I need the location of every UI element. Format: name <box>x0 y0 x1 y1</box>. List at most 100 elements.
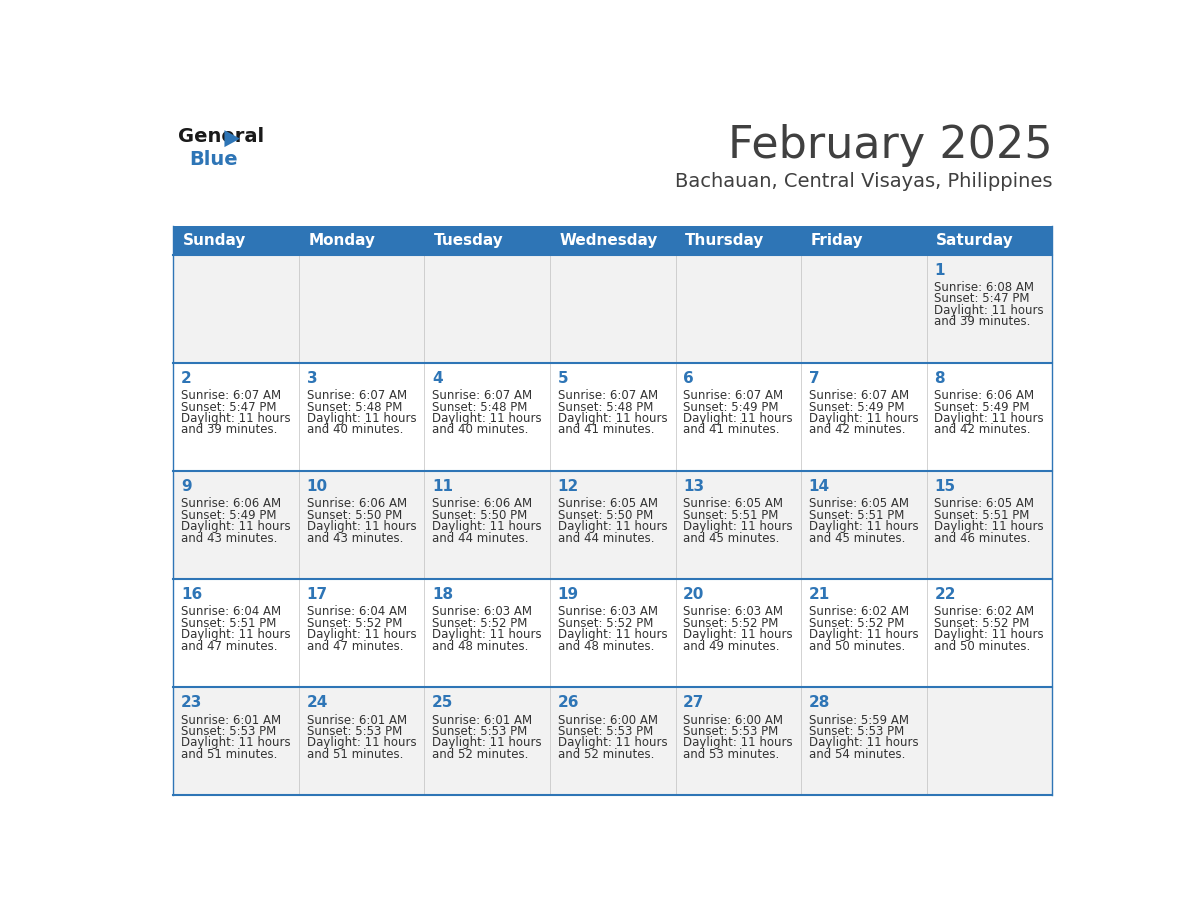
Text: Sunset: 5:48 PM: Sunset: 5:48 PM <box>432 400 527 414</box>
Text: Sunset: 5:50 PM: Sunset: 5:50 PM <box>557 509 653 521</box>
Text: Daylight: 11 hours: Daylight: 11 hours <box>432 736 542 749</box>
Text: and 40 minutes.: and 40 minutes. <box>307 423 403 436</box>
Text: 24: 24 <box>307 695 328 710</box>
Text: Sunrise: 6:07 AM: Sunrise: 6:07 AM <box>809 389 909 402</box>
Text: Sunset: 5:49 PM: Sunset: 5:49 PM <box>809 400 904 414</box>
Text: 17: 17 <box>307 587 328 602</box>
Text: and 50 minutes.: and 50 minutes. <box>934 640 1031 653</box>
Text: 7: 7 <box>809 371 820 386</box>
Text: Sunrise: 6:05 AM: Sunrise: 6:05 AM <box>934 498 1035 510</box>
Text: Daylight: 11 hours: Daylight: 11 hours <box>683 412 792 425</box>
Text: Daylight: 11 hours: Daylight: 11 hours <box>181 412 291 425</box>
Text: Daylight: 11 hours: Daylight: 11 hours <box>557 736 668 749</box>
Text: Sunset: 5:52 PM: Sunset: 5:52 PM <box>809 617 904 630</box>
Text: 9: 9 <box>181 479 191 494</box>
Bar <box>173 255 1053 363</box>
Text: Sunset: 5:48 PM: Sunset: 5:48 PM <box>307 400 402 414</box>
Text: Wednesday: Wednesday <box>560 233 658 248</box>
Text: Sunset: 5:52 PM: Sunset: 5:52 PM <box>934 617 1030 630</box>
Text: 25: 25 <box>432 695 454 710</box>
Text: and 49 minutes.: and 49 minutes. <box>683 640 779 653</box>
Text: Daylight: 11 hours: Daylight: 11 hours <box>307 412 416 425</box>
Text: Sunset: 5:53 PM: Sunset: 5:53 PM <box>307 725 402 738</box>
Polygon shape <box>225 130 240 147</box>
Text: Sunset: 5:47 PM: Sunset: 5:47 PM <box>181 400 277 414</box>
Text: and 54 minutes.: and 54 minutes. <box>809 748 905 761</box>
Text: Sunrise: 6:02 AM: Sunrise: 6:02 AM <box>809 606 909 619</box>
Text: Sunrise: 6:02 AM: Sunrise: 6:02 AM <box>934 606 1035 619</box>
Text: Daylight: 11 hours: Daylight: 11 hours <box>557 628 668 641</box>
Text: Sunrise: 6:06 AM: Sunrise: 6:06 AM <box>432 498 532 510</box>
Text: Sunset: 5:49 PM: Sunset: 5:49 PM <box>934 400 1030 414</box>
Text: and 39 minutes.: and 39 minutes. <box>181 423 278 436</box>
Text: and 48 minutes.: and 48 minutes. <box>557 640 655 653</box>
Text: and 47 minutes.: and 47 minutes. <box>307 640 403 653</box>
Text: Daylight: 11 hours: Daylight: 11 hours <box>307 736 416 749</box>
Text: Sunset: 5:52 PM: Sunset: 5:52 PM <box>557 617 653 630</box>
Text: Daylight: 11 hours: Daylight: 11 hours <box>934 628 1044 641</box>
Text: Daylight: 11 hours: Daylight: 11 hours <box>809 521 918 533</box>
Text: Sunday: Sunday <box>183 233 246 248</box>
Text: Sunset: 5:51 PM: Sunset: 5:51 PM <box>809 509 904 521</box>
Text: Daylight: 11 hours: Daylight: 11 hours <box>307 521 416 533</box>
Text: February 2025: February 2025 <box>727 124 1053 167</box>
Text: and 53 minutes.: and 53 minutes. <box>683 748 779 761</box>
Text: 8: 8 <box>934 371 944 386</box>
Text: Sunrise: 6:07 AM: Sunrise: 6:07 AM <box>307 389 406 402</box>
Text: Sunset: 5:49 PM: Sunset: 5:49 PM <box>683 400 779 414</box>
Text: Sunset: 5:48 PM: Sunset: 5:48 PM <box>557 400 653 414</box>
Text: Sunrise: 6:04 AM: Sunrise: 6:04 AM <box>307 606 406 619</box>
Text: Daylight: 11 hours: Daylight: 11 hours <box>307 628 416 641</box>
Text: Sunrise: 6:07 AM: Sunrise: 6:07 AM <box>181 389 282 402</box>
Text: 4: 4 <box>432 371 443 386</box>
Text: Daylight: 11 hours: Daylight: 11 hours <box>934 304 1044 317</box>
Text: and 52 minutes.: and 52 minutes. <box>432 748 529 761</box>
Text: Sunrise: 6:05 AM: Sunrise: 6:05 AM <box>557 498 658 510</box>
Bar <box>173 363 1053 471</box>
Text: and 51 minutes.: and 51 minutes. <box>307 748 403 761</box>
Text: Daylight: 11 hours: Daylight: 11 hours <box>181 628 291 641</box>
Text: Daylight: 11 hours: Daylight: 11 hours <box>683 628 792 641</box>
Text: Sunrise: 5:59 AM: Sunrise: 5:59 AM <box>809 713 909 726</box>
Text: Sunset: 5:51 PM: Sunset: 5:51 PM <box>934 509 1030 521</box>
Text: Sunset: 5:53 PM: Sunset: 5:53 PM <box>181 725 277 738</box>
Text: 12: 12 <box>557 479 579 494</box>
Text: Sunset: 5:51 PM: Sunset: 5:51 PM <box>683 509 778 521</box>
Text: 10: 10 <box>307 479 328 494</box>
Text: 6: 6 <box>683 371 694 386</box>
Text: Sunrise: 6:01 AM: Sunrise: 6:01 AM <box>307 713 406 726</box>
Text: 28: 28 <box>809 695 830 710</box>
Text: Thursday: Thursday <box>684 233 764 248</box>
Text: Sunset: 5:52 PM: Sunset: 5:52 PM <box>307 617 402 630</box>
Text: 20: 20 <box>683 587 704 602</box>
Text: Sunrise: 6:03 AM: Sunrise: 6:03 AM <box>432 606 532 619</box>
Text: Sunrise: 6:04 AM: Sunrise: 6:04 AM <box>181 606 282 619</box>
Text: 11: 11 <box>432 479 453 494</box>
Text: Daylight: 11 hours: Daylight: 11 hours <box>683 521 792 533</box>
Text: 15: 15 <box>934 479 955 494</box>
Text: and 52 minutes.: and 52 minutes. <box>557 748 655 761</box>
Text: and 50 minutes.: and 50 minutes. <box>809 640 905 653</box>
Text: 16: 16 <box>181 587 202 602</box>
Text: Tuesday: Tuesday <box>434 233 504 248</box>
Text: Daylight: 11 hours: Daylight: 11 hours <box>181 521 291 533</box>
Text: General: General <box>178 127 264 146</box>
Text: 23: 23 <box>181 695 202 710</box>
Text: Sunset: 5:51 PM: Sunset: 5:51 PM <box>181 617 277 630</box>
Text: Daylight: 11 hours: Daylight: 11 hours <box>683 736 792 749</box>
Text: 21: 21 <box>809 587 830 602</box>
Text: 18: 18 <box>432 587 454 602</box>
Text: Daylight: 11 hours: Daylight: 11 hours <box>934 412 1044 425</box>
Text: Sunrise: 6:07 AM: Sunrise: 6:07 AM <box>683 389 783 402</box>
Text: and 45 minutes.: and 45 minutes. <box>809 532 905 544</box>
Text: 5: 5 <box>557 371 568 386</box>
Text: Sunrise: 6:06 AM: Sunrise: 6:06 AM <box>307 498 406 510</box>
Text: and 48 minutes.: and 48 minutes. <box>432 640 529 653</box>
Text: and 42 minutes.: and 42 minutes. <box>809 423 905 436</box>
Text: 14: 14 <box>809 479 830 494</box>
Bar <box>173 688 1053 796</box>
Text: Daylight: 11 hours: Daylight: 11 hours <box>557 412 668 425</box>
Text: Sunrise: 6:07 AM: Sunrise: 6:07 AM <box>557 389 658 402</box>
Text: Daylight: 11 hours: Daylight: 11 hours <box>809 628 918 641</box>
Text: Daylight: 11 hours: Daylight: 11 hours <box>432 628 542 641</box>
